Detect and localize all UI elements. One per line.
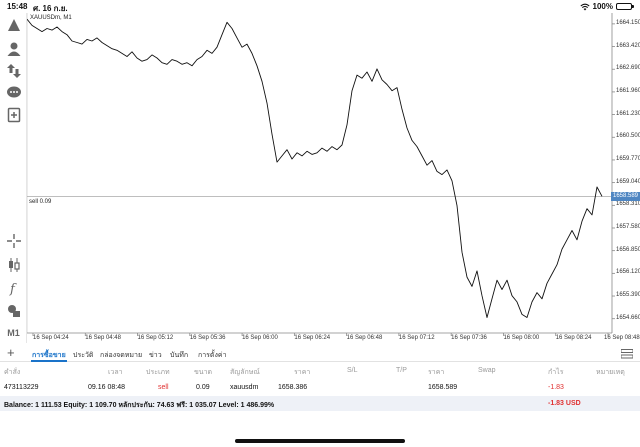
x-tick-label: 16 Sep 06:00 bbox=[242, 335, 278, 341]
order-current-price: 1658.589 bbox=[428, 384, 458, 391]
col-size: ขนาด bbox=[194, 369, 213, 376]
col-time: เวลา bbox=[108, 369, 123, 376]
tab-journal[interactable]: บันทึก bbox=[170, 352, 189, 359]
accounts-tool[interactable] bbox=[4, 39, 23, 58]
y-tick-label: 1659.040 bbox=[616, 178, 640, 185]
order-symbol: xauusdm bbox=[230, 384, 259, 391]
col-symbol: สัญลักษณ์ bbox=[230, 369, 260, 376]
user-icon bbox=[7, 42, 20, 56]
y-tick-label: 1655.390 bbox=[616, 292, 640, 299]
trade-arrows-icon bbox=[6, 63, 21, 78]
active-tab-indicator bbox=[31, 360, 67, 362]
quotes-tool[interactable] bbox=[4, 15, 23, 34]
x-tick-label: 16 Sep 07:36 bbox=[451, 335, 487, 341]
x-tick-label: 16 Sep 08:00 bbox=[503, 335, 540, 341]
y-tick-label: 1656.850 bbox=[616, 246, 640, 253]
tab-history[interactable]: ประวัติ bbox=[73, 352, 94, 359]
status-date: ศ. 16 ก.ย. bbox=[33, 4, 68, 13]
current-price-tag: 1658.589 bbox=[611, 192, 640, 202]
x-tick-label: 16 Sep 08:48 bbox=[604, 335, 640, 341]
y-tick-label: 1659.770 bbox=[616, 155, 640, 162]
y-tick-label: 1661.960 bbox=[616, 87, 640, 94]
tab-trade[interactable]: การซื้อขาย bbox=[32, 352, 66, 359]
y-tick-label: 1663.420 bbox=[616, 42, 640, 49]
battery-icon bbox=[616, 3, 634, 10]
y-tick-label: 1661.230 bbox=[616, 110, 640, 117]
chart-toolbar: f M1 bbox=[0, 13, 27, 343]
shapes-icon bbox=[7, 304, 20, 317]
tab-settings[interactable]: การตั้งค่า bbox=[198, 352, 227, 359]
battery-percent: 100% bbox=[592, 2, 613, 11]
order-profit: -1.83 bbox=[548, 384, 564, 391]
x-tick-label: 16 Sep 05:36 bbox=[189, 335, 226, 341]
order-size: 0.09 bbox=[196, 384, 210, 391]
timeframe-tool[interactable]: M1 bbox=[7, 327, 20, 338]
col-comment: หมายเหตุ bbox=[596, 369, 625, 376]
x-tick-label: 16 Sep 07:12 bbox=[398, 335, 435, 341]
order-open-price: 1658.386 bbox=[278, 384, 308, 391]
col-order: คำสั่ง bbox=[4, 369, 21, 376]
order-time: 09.16 08:48 bbox=[88, 384, 125, 391]
col-sl: S/L bbox=[347, 367, 358, 374]
x-tick-label: 16 Sep 04:24 bbox=[33, 335, 69, 341]
function-icon: f bbox=[9, 282, 17, 296]
candlestick-icon bbox=[8, 257, 20, 272]
chart-type-tool[interactable] bbox=[4, 255, 23, 274]
add-document-icon bbox=[7, 107, 20, 122]
orders-table-header: คำสั่ง เวลา ประเภท ขนาด สัญลักษณ์ ราคา S… bbox=[0, 363, 640, 380]
table-row[interactable]: 473113229 09.16 08:48 sell 0.09 xauusdm … bbox=[0, 380, 640, 395]
x-tick-label: 16 Sep 08:24 bbox=[555, 335, 592, 341]
indicators-tool[interactable]: f bbox=[4, 278, 23, 297]
y-tick-label: 1657.580 bbox=[616, 223, 640, 230]
tab-news[interactable]: ข่าว bbox=[149, 352, 162, 359]
new-document-tool[interactable] bbox=[4, 105, 23, 124]
add-icon[interactable]: + bbox=[7, 345, 15, 360]
chart-title: XAUUSDm, M1 bbox=[30, 15, 72, 21]
order-line-label: sell 0.09 bbox=[29, 199, 52, 205]
col-current-price: ราคา bbox=[428, 369, 445, 376]
col-tp: T/P bbox=[396, 367, 407, 374]
x-tick-label: 16 Sep 06:48 bbox=[346, 335, 383, 341]
status-time: 15:48 bbox=[7, 2, 28, 11]
x-tick-label: 16 Sep 05:12 bbox=[137, 335, 174, 341]
status-right: 100% bbox=[579, 2, 634, 11]
col-swap: Swap bbox=[478, 367, 496, 374]
order-id: 473113229 bbox=[4, 384, 39, 391]
quotes-icon bbox=[7, 18, 20, 31]
balance-total-profit: -1.83 USD bbox=[548, 400, 581, 407]
col-profit: กำไร bbox=[548, 369, 564, 376]
price-chart[interactable]: XAUUSDm, M1 sell 0.09 1664.150 1663.420 16… bbox=[27, 13, 640, 346]
y-tick-label: 1656.120 bbox=[616, 269, 640, 276]
order-type: sell bbox=[158, 384, 169, 391]
y-tick-label: 1658.310 bbox=[616, 201, 640, 208]
col-type: ประเภท bbox=[146, 369, 170, 376]
balance-text: Balance: 1 111.53 Equity: 1 109.70 หลักป… bbox=[4, 402, 275, 409]
y-tick-label: 1662.690 bbox=[616, 65, 640, 72]
balance-summary: Balance: 1 111.53 Equity: 1 109.70 หลักป… bbox=[0, 396, 640, 411]
objects-tool[interactable] bbox=[4, 301, 23, 320]
crosshair-tool[interactable] bbox=[4, 231, 23, 250]
wifi-icon bbox=[579, 3, 590, 10]
bars-icon[interactable] bbox=[621, 349, 633, 359]
chart-canvas bbox=[27, 13, 640, 336]
x-tick-label: 16 Sep 06:24 bbox=[294, 335, 331, 341]
chat-tool[interactable] bbox=[4, 83, 23, 102]
y-tick-label: 1664.150 bbox=[616, 19, 640, 26]
y-tick-label: 1654.660 bbox=[616, 314, 640, 321]
col-price: ราคา bbox=[294, 369, 311, 376]
crosshair-icon bbox=[6, 233, 21, 248]
tab-mailbox[interactable]: กล่องจดหมาย bbox=[100, 352, 143, 359]
trade-tool[interactable] bbox=[4, 61, 23, 80]
price-series-line bbox=[27, 18, 603, 318]
status-bar: 15:48 ศ. 16 ก.ย. 100% bbox=[0, 0, 640, 13]
chat-bubble-icon bbox=[6, 86, 21, 97]
svg-text:f: f bbox=[9, 282, 17, 296]
y-tick-label: 1660.500 bbox=[616, 133, 640, 140]
x-tick-label: 16 Sep 04:48 bbox=[85, 335, 121, 341]
home-indicator bbox=[235, 439, 405, 443]
terminal-tabs: + การซื้อขาย ประวัติ กล่องจดหมาย ข่าว บั… bbox=[0, 346, 640, 362]
